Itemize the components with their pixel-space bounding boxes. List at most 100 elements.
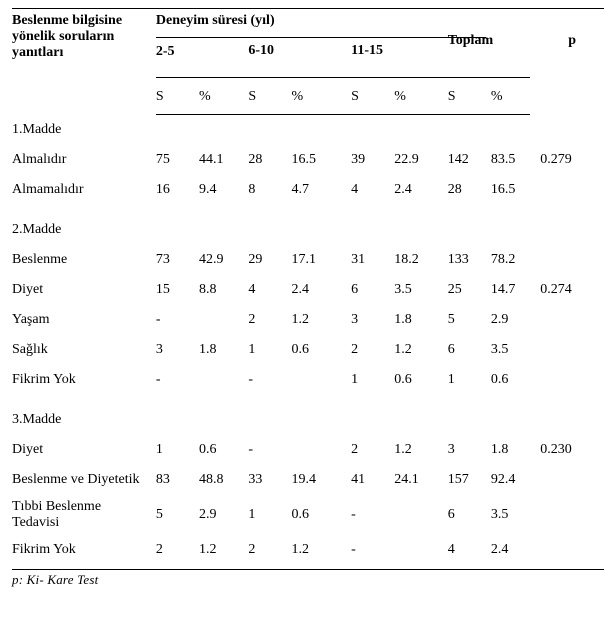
p-value (540, 465, 604, 495)
row-label: Almalıdır (12, 145, 156, 175)
row-label: Almamalıdır (12, 175, 156, 205)
cell: 3.5 (394, 275, 447, 305)
p-value (540, 495, 604, 535)
cell: 15 (156, 275, 199, 305)
cell: - (156, 365, 199, 395)
cell: 19.4 (292, 465, 352, 495)
cell: 39 (351, 145, 394, 175)
section-title: 3.Madde (12, 405, 156, 435)
row-label: Yaşam (12, 305, 156, 335)
cell: 1 (448, 365, 491, 395)
table-row: Tıbbi BeslenmeTedavisi52.910.6-63.5 (12, 495, 604, 535)
p-value (540, 245, 604, 275)
cell: 1.2 (292, 535, 352, 565)
cell: 24.1 (394, 465, 447, 495)
cell: 157 (448, 465, 491, 495)
cell: 5 (156, 495, 199, 535)
section-title: 1.Madde (12, 115, 156, 145)
cell: 28 (248, 145, 291, 175)
row-label-title-line3: yanıtları (12, 45, 63, 60)
cell (394, 535, 447, 565)
cell: 3 (448, 435, 491, 465)
cell: 1.2 (394, 435, 447, 465)
cell: 4 (351, 175, 394, 205)
sub-s: S (351, 82, 394, 112)
cell: 133 (448, 245, 491, 275)
row-label: Fikrim Yok (12, 365, 156, 395)
cell: 2.9 (199, 495, 248, 535)
cell: 6 (448, 495, 491, 535)
cell (292, 435, 352, 465)
table-row: Sağlık31.810.621.263.5 (12, 335, 604, 365)
table-row: Beslenme ve Diyetetik8348.83319.44124.11… (12, 465, 604, 495)
cell: 1 (351, 365, 394, 395)
cell (199, 305, 248, 335)
p-value (540, 335, 604, 365)
cell: 1 (248, 335, 291, 365)
cell: 92.4 (491, 465, 540, 495)
row-label: Diyet (12, 275, 156, 305)
cell: 1.2 (199, 535, 248, 565)
row-label: Diyet (12, 435, 156, 465)
cell: 31 (351, 245, 394, 275)
sub-pct: % (199, 82, 248, 112)
col-2-5: 2-5 (156, 44, 175, 59)
cell: 6 (351, 275, 394, 305)
total-title: Toplam (448, 33, 493, 48)
cell: 2.4 (394, 175, 447, 205)
section-title-row: 2.Madde (12, 215, 604, 245)
cell: 0.6 (199, 435, 248, 465)
row-label-title-line1: Beslenme bilgisine (12, 13, 122, 28)
cell: 25 (448, 275, 491, 305)
cell: 3 (156, 335, 199, 365)
sub-s: S (448, 82, 491, 112)
row-label: Sağlık (12, 335, 156, 365)
cell: 29 (248, 245, 291, 275)
cell: 4.7 (292, 175, 352, 205)
cell: 18.2 (394, 245, 447, 275)
row-label: Beslenme ve Diyetetik (12, 465, 156, 495)
cell: 3.5 (491, 335, 540, 365)
table-row: Yaşam-21.231.852.9 (12, 305, 604, 335)
cell: 2 (248, 305, 291, 335)
cell: 2 (156, 535, 199, 565)
cell: 1.8 (199, 335, 248, 365)
cell: 83 (156, 465, 199, 495)
cell: 6 (448, 335, 491, 365)
p-title: p (568, 33, 576, 48)
sub-s: S (156, 82, 199, 112)
table-row: Beslenme7342.92917.13118.213378.2 (12, 245, 604, 275)
cell: 1.8 (394, 305, 447, 335)
cell: 44.1 (199, 145, 248, 175)
cell: 41 (351, 465, 394, 495)
p-value (540, 535, 604, 565)
table-row: Diyet10.6-21.231.80.230 (12, 435, 604, 465)
cell: - (248, 365, 291, 395)
subheader-row: S % S % S % S % (12, 82, 604, 112)
cell: 0.6 (292, 495, 352, 535)
cell: 42.9 (199, 245, 248, 275)
sub-pct: % (292, 82, 352, 112)
data-table: Beslenme bilgisine yönelik soruların yan… (12, 8, 604, 570)
col-11-15: 11-15 (351, 43, 383, 58)
cell: 17.1 (292, 245, 352, 275)
cell: 8 (248, 175, 291, 205)
cell: 9.4 (199, 175, 248, 205)
cell: 0.6 (292, 335, 352, 365)
cell: - (156, 305, 199, 335)
cell: 2.4 (491, 535, 540, 565)
cell: 3.5 (491, 495, 540, 535)
table-row: Almalıdır7544.12816.53922.914283.50.279 (12, 145, 604, 175)
row-label: Tıbbi BeslenmeTedavisi (12, 495, 156, 535)
cell: 8.8 (199, 275, 248, 305)
cell: 22.9 (394, 145, 447, 175)
sub-pct: % (491, 82, 540, 112)
cell: 73 (156, 245, 199, 275)
group-title: Deneyim süresi (yıl) (156, 13, 275, 28)
cell: 1.2 (292, 305, 352, 335)
sub-s: S (248, 82, 291, 112)
p-value: 0.274 (540, 275, 604, 305)
p-value: 0.230 (540, 435, 604, 465)
cell: 1 (248, 495, 291, 535)
cell: 2 (351, 335, 394, 365)
